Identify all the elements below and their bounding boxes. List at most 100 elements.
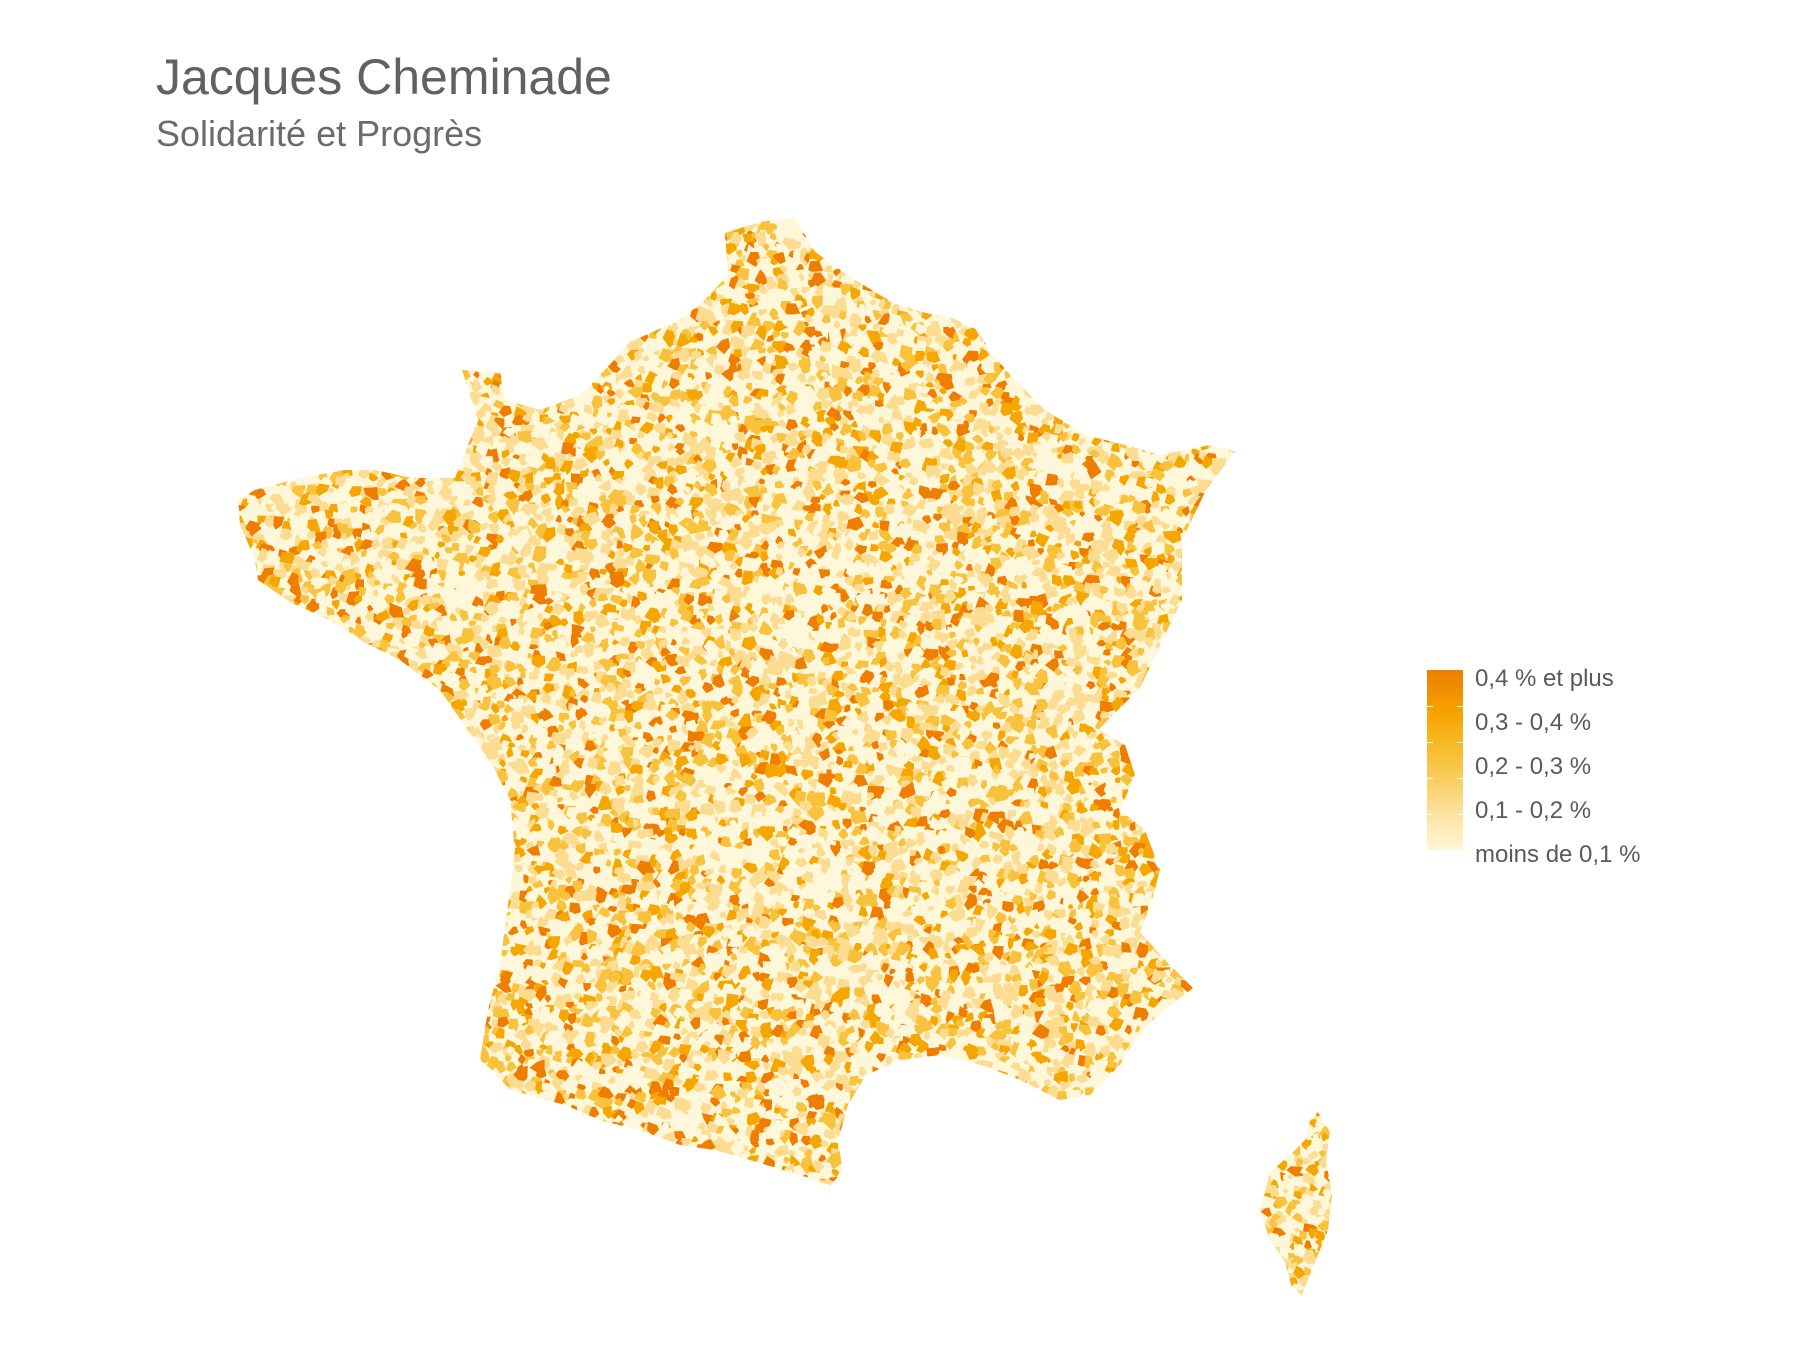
commune-cell — [502, 326, 511, 333]
commune-cell — [979, 266, 994, 281]
commune-cell — [455, 289, 469, 300]
commune-cell — [690, 218, 703, 231]
commune-cell — [256, 474, 264, 481]
commune-cell — [1073, 372, 1091, 389]
commune-cell — [1239, 401, 1249, 414]
commune-cell — [450, 441, 459, 452]
commune-cell — [954, 320, 963, 329]
commune-cell — [290, 242, 303, 256]
commune-cell — [597, 312, 611, 326]
commune-cell — [734, 218, 745, 225]
commune-cell — [486, 349, 498, 360]
commune-cell — [1149, 219, 1164, 231]
commune-cell — [386, 350, 401, 361]
commune-cell — [238, 452, 244, 464]
commune-cell — [1041, 288, 1057, 307]
commune-cell — [1121, 288, 1130, 298]
commune-cell — [301, 288, 319, 306]
commune-cell — [1039, 346, 1055, 359]
commune-cell — [1227, 533, 1235, 543]
commune-cell — [244, 412, 255, 424]
commune-cell — [1197, 380, 1208, 391]
commune-cell — [390, 206, 400, 215]
commune-cell — [1164, 323, 1175, 335]
commune-cell — [1219, 363, 1229, 375]
commune-cell — [1226, 275, 1234, 285]
commune-cell — [305, 428, 319, 447]
commune-cell — [453, 402, 466, 414]
commune-cell — [856, 303, 868, 318]
commune-cell — [781, 331, 789, 339]
commune-cell — [942, 270, 951, 281]
commune-cell — [1130, 234, 1146, 249]
commune-cell — [1119, 297, 1131, 310]
commune-cell — [1156, 218, 1167, 224]
commune-cell — [1226, 243, 1235, 254]
commune-cell — [990, 252, 1001, 263]
commune-cell — [283, 331, 292, 339]
commune-cell — [373, 364, 384, 375]
commune-cell — [279, 406, 291, 418]
commune-cell — [1071, 260, 1083, 271]
commune-cell — [855, 220, 863, 230]
commune-cell — [345, 445, 358, 456]
commune-cell — [279, 265, 287, 273]
commune-cell — [248, 455, 260, 468]
commune-cell — [238, 588, 249, 598]
commune-cell — [1170, 411, 1184, 427]
commune-cell — [1121, 343, 1134, 354]
commune-cell — [591, 327, 606, 344]
commune-cell — [670, 253, 678, 263]
commune-cell — [238, 470, 243, 485]
commune-cell — [274, 461, 283, 469]
commune-cell — [1138, 261, 1149, 273]
commune-cell — [1219, 560, 1234, 572]
commune-cell — [1178, 349, 1192, 361]
commune-cell — [928, 277, 940, 291]
commune-cell — [1215, 218, 1224, 223]
commune-cell — [635, 451, 645, 461]
commune-cell — [413, 432, 422, 443]
commune-cell — [238, 360, 246, 374]
commune-cell — [1035, 220, 1045, 228]
commune-cell — [688, 218, 703, 224]
commune-cell — [758, 282, 769, 295]
commune-cell — [648, 284, 657, 292]
commune-cell — [1142, 240, 1152, 253]
commune-cell — [242, 420, 256, 431]
commune-cell — [1005, 245, 1016, 257]
commune-cell — [629, 239, 641, 252]
commune-cell — [768, 297, 778, 311]
commune-cell — [238, 597, 252, 614]
commune-cell — [654, 218, 667, 224]
commune-cell — [814, 323, 821, 330]
commune-cell — [304, 209, 313, 216]
commune-cell — [300, 251, 311, 261]
commune-cell — [757, 382, 770, 392]
commune-cell — [706, 258, 721, 276]
commune-cell — [519, 237, 534, 251]
commune-cell — [774, 288, 785, 299]
commune-cell — [382, 434, 389, 442]
commune-cell — [287, 237, 299, 249]
commune-cell — [384, 322, 399, 339]
commune-cell — [961, 283, 975, 299]
commune-cell — [960, 291, 971, 304]
commune-cell — [308, 396, 322, 411]
commune-cell — [413, 397, 429, 411]
commune-cell — [1046, 243, 1062, 254]
commune-cell — [915, 385, 923, 396]
commune-cell — [1179, 424, 1193, 432]
commune-cell — [263, 218, 275, 219]
commune-cell — [926, 258, 947, 277]
commune-cell — [939, 387, 947, 395]
commune-cell — [459, 254, 467, 262]
commune-cell — [1242, 337, 1249, 345]
commune-cell — [1086, 421, 1098, 433]
commune-cell — [261, 327, 280, 342]
commune-cell — [883, 372, 891, 383]
commune-cell — [342, 218, 355, 226]
commune-cell — [631, 218, 640, 229]
commune-cell — [1221, 544, 1233, 561]
commune-cell — [694, 390, 703, 401]
